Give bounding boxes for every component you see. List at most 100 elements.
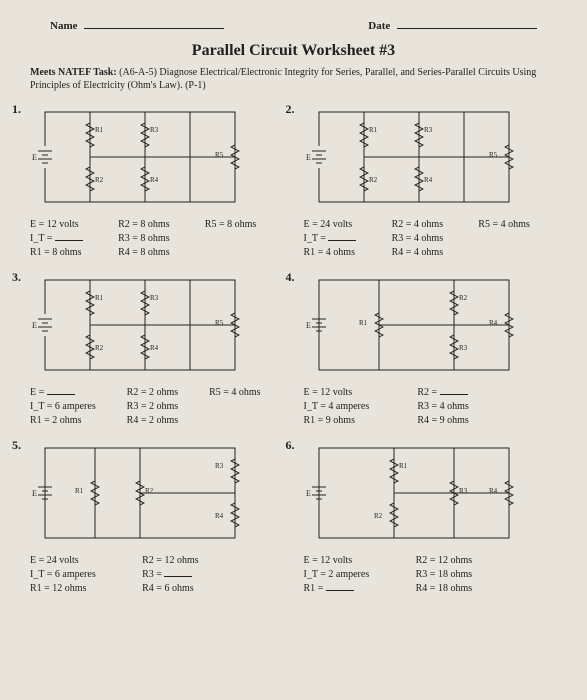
svg-text:R4: R4 xyxy=(150,344,159,352)
given: I_T = xyxy=(30,232,110,246)
svg-text:R2: R2 xyxy=(374,512,383,520)
svg-text:R3: R3 xyxy=(459,487,468,495)
svg-text:R2: R2 xyxy=(95,344,104,352)
svg-text:E: E xyxy=(32,489,37,498)
given xyxy=(245,568,283,582)
svg-text:R4: R4 xyxy=(489,319,498,327)
circuit-diagram: E R1 R2 R3 R4 xyxy=(30,438,250,548)
circuit-diagram: E R1 R2 R3 R4 xyxy=(304,270,524,380)
given: E = xyxy=(30,386,119,400)
problem-5: 5. E R1 R2 R3 R4 E = 24 voltsR2 = 12 ohm… xyxy=(30,438,284,596)
problem-number: 6. xyxy=(286,438,295,453)
given xyxy=(205,246,284,260)
task-prefix: Meets NATEF Task: xyxy=(30,67,117,78)
given xyxy=(517,400,557,414)
given xyxy=(209,414,283,428)
given: R4 = 8 ohms xyxy=(118,246,197,260)
problem-4: 4. E R1 R2 R3 R4 E = 12 voltsR2 = I_T = … xyxy=(304,270,558,428)
givens-list: E = 12 voltsR2 = 8 ohmsR5 = 8 ohmsI_T = … xyxy=(30,218,284,260)
svg-text:R4: R4 xyxy=(215,512,224,520)
svg-text:R1: R1 xyxy=(95,294,104,302)
given: R4 = 6 ohms xyxy=(142,582,237,596)
problems-grid: 1. E R1 R3 R2 R4 R5 E = 12 voltsR2 = 8 o… xyxy=(30,102,557,596)
svg-text:R3: R3 xyxy=(459,344,468,352)
given: R5 = 8 ohms xyxy=(205,218,284,232)
svg-text:R3: R3 xyxy=(215,462,224,470)
given: R1 = 4 ohms xyxy=(304,246,384,260)
given xyxy=(519,568,557,582)
given: E = 24 volts xyxy=(304,218,384,232)
svg-text:E: E xyxy=(32,321,37,330)
given: R4 = 4 ohms xyxy=(392,246,471,260)
name-field: Name xyxy=(50,20,224,32)
problem-2: 2. E R1 R3 R2 R4 R5 E = 24 voltsR2 = 4 o… xyxy=(304,102,558,260)
problem-number: 4. xyxy=(286,270,295,285)
given: R1 = 8 ohms xyxy=(30,246,110,260)
given: R3 = 18 ohms xyxy=(416,568,511,582)
given: R3 = 8 ohms xyxy=(118,232,197,246)
given: E = 12 volts xyxy=(304,386,410,400)
given: R1 = xyxy=(304,582,408,596)
svg-text:R5: R5 xyxy=(489,151,498,159)
given xyxy=(519,554,557,568)
svg-text:R1: R1 xyxy=(399,462,408,470)
given: I_T = xyxy=(304,232,384,246)
svg-text:E: E xyxy=(306,489,311,498)
given: R2 = xyxy=(417,386,509,400)
given xyxy=(205,232,284,246)
date-label: Date xyxy=(368,20,390,32)
given: R1 = 9 ohms xyxy=(304,414,410,428)
svg-text:R3: R3 xyxy=(150,126,159,134)
given xyxy=(517,414,557,428)
given: R2 = 2 ohms xyxy=(127,386,201,400)
svg-text:R4: R4 xyxy=(150,176,159,184)
problem-6: 6. E R1 R2 R3 R4 E = 12 voltsR2 = 12 ohm… xyxy=(304,438,558,596)
given xyxy=(209,400,283,414)
problem-number: 5. xyxy=(12,438,21,453)
given: R3 = 4 ohms xyxy=(417,400,509,414)
svg-text:R3: R3 xyxy=(424,126,433,134)
problem-3: 3. E R1 R3 R2 R4 R5 E = R2 = 2 ohmsR5 = … xyxy=(30,270,284,428)
svg-text:E: E xyxy=(306,321,311,330)
given xyxy=(478,246,557,260)
given xyxy=(519,582,557,596)
given: R2 = 12 ohms xyxy=(416,554,511,568)
svg-text:R2: R2 xyxy=(369,176,378,184)
given: I_T = 6 amperes xyxy=(30,400,119,414)
given: R5 = 4 ohms xyxy=(209,386,283,400)
given: R2 = 4 ohms xyxy=(392,218,471,232)
problem-1: 1. E R1 R3 R2 R4 R5 E = 12 voltsR2 = 8 o… xyxy=(30,102,284,260)
circuit-diagram: E R1 R2 R3 R4 xyxy=(304,438,524,548)
given xyxy=(517,386,557,400)
svg-text:E: E xyxy=(32,153,37,162)
given: I_T = 4 amperes xyxy=(304,400,410,414)
given xyxy=(245,582,283,596)
svg-text:R1: R1 xyxy=(95,126,104,134)
given: R3 = 2 ohms xyxy=(127,400,201,414)
svg-text:R2: R2 xyxy=(95,176,104,184)
svg-text:R5: R5 xyxy=(215,151,224,159)
circuit-diagram: E R1 R3 R2 R4 R5 xyxy=(304,102,524,212)
svg-text:R1: R1 xyxy=(359,319,368,327)
circuit-diagram: E R1 R3 R2 R4 R5 xyxy=(30,102,250,212)
svg-text:R2: R2 xyxy=(459,294,468,302)
svg-text:R4: R4 xyxy=(489,487,498,495)
given: R4 = 18 ohms xyxy=(416,582,511,596)
svg-text:R2: R2 xyxy=(145,487,154,495)
given: R1 = 12 ohms xyxy=(30,582,134,596)
svg-text:R3: R3 xyxy=(150,294,159,302)
givens-list: E = 24 voltsR2 = 4 ohmsR5 = 4 ohmsI_T = … xyxy=(304,218,558,260)
date-field: Date xyxy=(368,20,537,32)
name-blank xyxy=(84,28,224,29)
given xyxy=(245,554,283,568)
given: E = 12 volts xyxy=(304,554,408,568)
given: R2 = 12 ohms xyxy=(142,554,237,568)
natef-task: Meets NATEF Task: (A6-A-5) Diagnose Elec… xyxy=(30,66,557,92)
given xyxy=(478,232,557,246)
problem-number: 3. xyxy=(12,270,21,285)
given: R4 = 2 ohms xyxy=(127,414,201,428)
header-row: Name Date xyxy=(30,20,557,34)
given: R3 = 4 ohms xyxy=(392,232,471,246)
name-label: Name xyxy=(50,20,78,32)
given: R2 = 8 ohms xyxy=(118,218,197,232)
